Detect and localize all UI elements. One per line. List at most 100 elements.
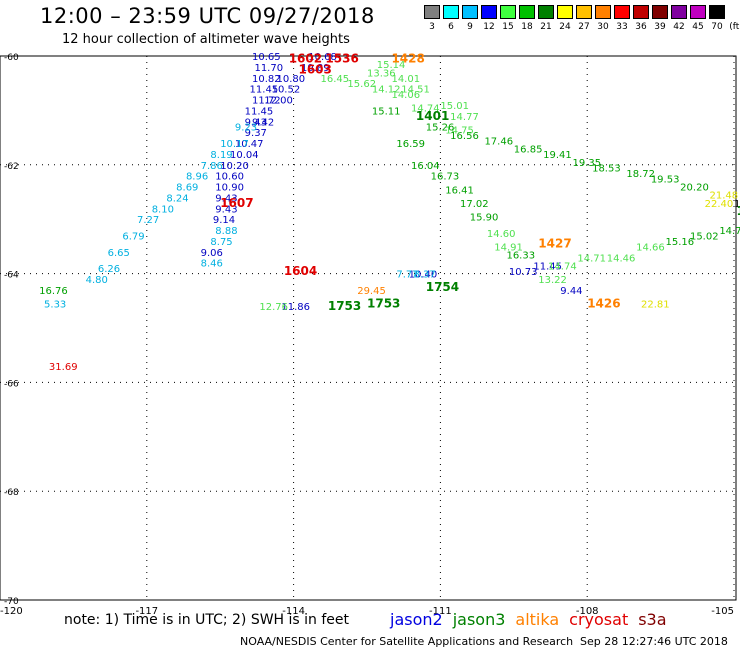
wave-height-value: 10.40 [409, 270, 438, 281]
scale-swatch [595, 5, 611, 19]
wave-height-value: 13.36 [367, 68, 396, 79]
scale-label: 27 [578, 22, 590, 32]
wave-height-value: 9.43 [245, 117, 267, 128]
wave-height-value: 14.01 [391, 74, 420, 85]
mission-legend-entry: altika [515, 610, 560, 629]
scale-label: 3 [429, 22, 435, 32]
wave-height-value: 9.43 [215, 204, 237, 215]
lat-label: -64 [4, 271, 19, 281]
lon-label: -120 [0, 606, 23, 617]
wave-height-value: 10.47 [235, 139, 264, 150]
scale-label: 39 [654, 22, 666, 32]
generation-timestamp: Sep 28 12:27:46 UTC 2018 [580, 635, 728, 648]
wave-height-value: 10.04 [230, 150, 259, 161]
wave-height-value: 19.41 [543, 150, 572, 161]
wave-height-value: 10.52 [272, 85, 301, 96]
scale-swatch [652, 5, 668, 19]
wave-height-value: 19.53 [651, 174, 680, 185]
lon-label: -108 [576, 606, 599, 617]
wave-height-value: 16.85 [514, 144, 543, 155]
scale-swatch [690, 5, 706, 19]
scale-label: 12 [483, 22, 495, 32]
wave-height-value: 18.75 [739, 218, 740, 229]
pass-time-label: 1 [736, 204, 740, 218]
wave-height-value: 8.19 [210, 150, 232, 161]
lat-label: -68 [4, 488, 19, 498]
scale-label: 70 [711, 22, 723, 32]
wave-height-value: 14.91 [494, 242, 523, 253]
wave-height-value: 15.11 [372, 106, 401, 117]
map-title: 12:00 – 23:59 UTC 09/27/2018 [40, 4, 375, 28]
wave-height-value: 7.77 [396, 270, 418, 281]
scale-label: 24 [559, 22, 571, 32]
scale-swatch [519, 5, 535, 19]
wave-height-value: 9.44 [560, 286, 582, 297]
wave-height-value: 11.70 [254, 63, 283, 74]
wave-height-value: 8.96 [186, 172, 208, 183]
scale-swatch [424, 5, 440, 19]
wave-height-value: 19.89 [734, 199, 740, 210]
lat-label: -60 [4, 53, 19, 63]
wave-height-value: 9.37 [245, 128, 267, 139]
wave-height-value: 12.76 [259, 302, 288, 313]
wave-height-value: 9.43 [215, 193, 237, 204]
wave-height-value: 9.14 [213, 215, 235, 226]
scale-swatch [671, 5, 687, 19]
wave-height-value: 15.90 [470, 212, 499, 223]
map-subtitle: 12 hour collection of altimeter wave hei… [62, 32, 350, 47]
wave-height-value: 10.65 [252, 52, 281, 63]
lat-label: -70 [4, 597, 19, 607]
wave-height-value: 13.22 [538, 275, 567, 286]
scale-swatch [462, 5, 478, 19]
wave-height-value: 22.81 [641, 300, 670, 311]
wave-height-value: 14.74 [411, 104, 440, 115]
mission-legend: jason2 jason3 altika cryosat s3a [390, 610, 677, 629]
wave-height-value: 14.66 [636, 242, 665, 253]
wave-height-value: 14.12 [372, 85, 401, 96]
mission-legend-entry: jason2 [390, 610, 443, 629]
wave-height-value: 22.40 [705, 199, 734, 210]
lat-label: -62 [4, 162, 19, 172]
wave-height-value: 6.26 [98, 264, 120, 275]
wave-height-value: 9.23 [235, 123, 257, 134]
scale-swatch [538, 5, 554, 19]
wave-height-value: 8.46 [201, 259, 223, 270]
scale-label: 6 [448, 22, 454, 32]
wave-height-value: 9.42 [252, 117, 274, 128]
wave-height-value: 10.17 [220, 139, 249, 150]
wave-height-value: 15.01 [440, 101, 469, 112]
wave-height-value: 9.06 [201, 248, 223, 259]
wave-height-value: 10.82 [252, 74, 281, 85]
wave-height-value: 16.59 [396, 139, 425, 150]
scale-label: 18 [521, 22, 533, 32]
wave-height-value: 14.51 [401, 85, 430, 96]
scale-swatch [614, 5, 630, 19]
pass-time-label: 1753 [367, 297, 400, 311]
mission-legend-entry: s3a [638, 610, 667, 629]
scale-swatch [557, 5, 573, 19]
lon-label: -111 [429, 606, 452, 617]
pass-time-label: 1602 [289, 52, 322, 66]
wave-height-value: 10.68 [308, 52, 337, 63]
pass-time-label: 1607 [220, 196, 253, 210]
wave-height-value: 15.02 [690, 232, 719, 243]
lon-label: -117 [135, 606, 158, 617]
wave-height-value: 11.45 [245, 106, 274, 117]
pass-time-label: 1401 [416, 109, 449, 123]
scale-label: 42 [673, 22, 685, 32]
wave-height-value: 6.79 [122, 232, 144, 243]
wave-height-value: 14.75 [445, 125, 474, 136]
wave-height-value: 16.04 [411, 161, 440, 172]
scale-label: 33 [616, 22, 628, 32]
wave-height-value: 8.69 [176, 183, 198, 194]
wave-height-value: 16.33 [506, 251, 535, 262]
pass-time-label: 1754 [426, 280, 459, 294]
wave-height-value: 17.02 [460, 199, 489, 210]
wave-height-value: 8.37 [413, 270, 435, 281]
wave-height-value: 10.89 [301, 63, 330, 74]
wave-height-value: 7.86 [201, 161, 223, 172]
wave-height-value: 31.69 [49, 362, 78, 373]
wave-height-value: 18.72 [626, 169, 655, 180]
wave-height-value: 10.60 [215, 172, 244, 183]
wave-height-value: 8.24 [166, 193, 188, 204]
